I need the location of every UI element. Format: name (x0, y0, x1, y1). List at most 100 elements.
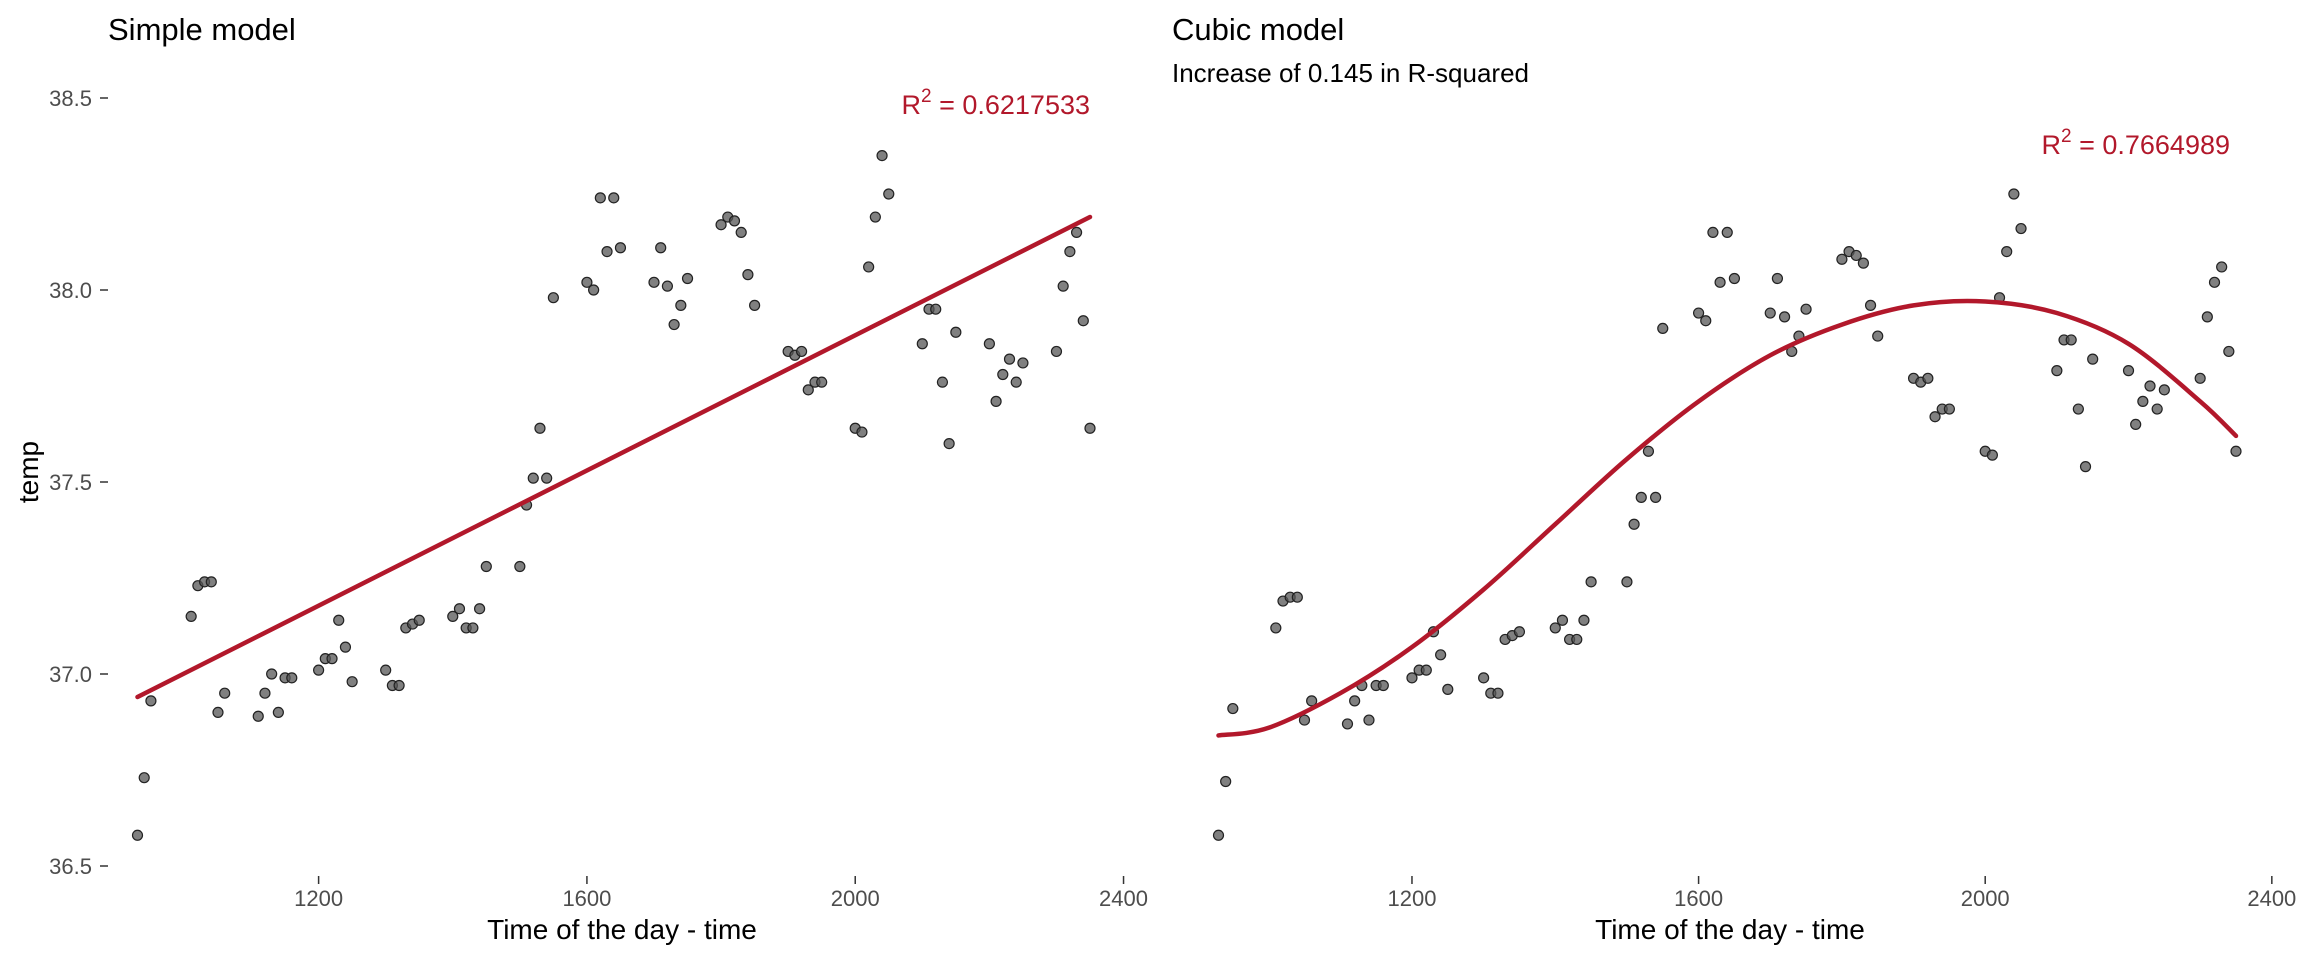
data-point (2130, 418, 2142, 430)
data-point (2201, 311, 2213, 323)
data-point (856, 426, 868, 438)
data-point (1943, 403, 1955, 415)
data-point (916, 338, 928, 350)
data-point (1728, 272, 1741, 285)
data-point (2230, 445, 2242, 457)
data-point (1003, 353, 1016, 365)
data-point (1270, 622, 1282, 634)
data-point (655, 242, 667, 254)
data-point (802, 384, 814, 396)
data-point (1291, 591, 1303, 603)
data-point (883, 188, 895, 200)
data-point (1657, 322, 1669, 334)
data-point (2151, 403, 2163, 415)
panel-title-cubic: Cubic model (1172, 12, 1344, 47)
regression-fit-line (135, 214, 1093, 700)
plot-panel-simple: 1200 1600 2000 2400 36.5 37.0 37.5 38.0 38.5 (49, 86, 1148, 911)
data-point (950, 326, 962, 338)
data-point (2087, 353, 2099, 365)
data-point (1220, 775, 1232, 788)
data-point (1556, 614, 1569, 626)
data-point (1010, 376, 1022, 388)
data-point (1836, 253, 1848, 265)
data-point (447, 610, 459, 623)
panel-title-simple: Simple model (108, 12, 296, 47)
data-point (876, 150, 888, 162)
y-tick-label: 38.0 (49, 278, 92, 303)
data-point (259, 687, 271, 699)
x-tick-label: 1200 (1387, 886, 1436, 911)
data-point (936, 376, 949, 388)
data-point (138, 772, 150, 784)
data-point (527, 472, 539, 484)
data-point (2137, 395, 2149, 407)
r-squared-annotation-simple: R2 = 0.6217533 (902, 86, 1090, 120)
data-point (1057, 280, 1069, 292)
panel-subtitle-cubic: Increase of 0.145 in R-squared (1172, 58, 1529, 88)
data-point (1435, 649, 1447, 661)
data-point (930, 303, 942, 315)
x-axis-title-cubic: Time of the day - time (1595, 914, 1865, 945)
y-tick-label: 37.0 (49, 662, 92, 687)
data-point (1492, 687, 1504, 699)
x-tick-label: 1200 (294, 886, 343, 911)
data-point (983, 338, 995, 350)
data-point (795, 345, 808, 358)
data-point (1406, 672, 1418, 684)
data-point (2144, 380, 2156, 392)
data-point (2158, 384, 2170, 396)
x-tick-label: 2000 (1961, 886, 2010, 911)
data-point (715, 219, 727, 231)
data-point (1872, 330, 1884, 342)
data-point (1635, 491, 1647, 503)
data-point (131, 829, 144, 841)
data-point (1341, 718, 1354, 730)
data-point (514, 560, 526, 573)
data-point (1628, 518, 1640, 530)
x-tick-label: 2000 (831, 886, 880, 911)
r-squared-value: = 0.7664989 (2072, 130, 2230, 160)
data-point (614, 242, 627, 254)
data-point (943, 438, 955, 450)
data-point (1649, 491, 1662, 503)
data-point (2079, 461, 2092, 473)
data-point (1050, 345, 1063, 358)
data-point (1642, 445, 1655, 457)
data-point (1084, 422, 1096, 434)
x-axis-title-simple: Time of the day - time (487, 914, 757, 945)
x-tick-label: 2400 (1099, 886, 1148, 911)
data-point (2122, 365, 2135, 377)
data-point (816, 376, 828, 388)
data-point (205, 576, 217, 588)
data-point (681, 272, 694, 285)
data-point (453, 603, 466, 615)
data-point (594, 192, 606, 204)
data-point (2072, 403, 2084, 415)
x-tick-label: 2400 (2247, 886, 2296, 911)
data-point (272, 706, 284, 719)
data-point (668, 318, 680, 331)
r-squared-annotation-cubic: R2 = 0.7664989 (2042, 126, 2230, 160)
data-point (1298, 714, 1311, 726)
data-point (648, 276, 660, 288)
data-point (869, 211, 881, 223)
data-point (1714, 276, 1726, 288)
data-point (219, 687, 231, 699)
data-point (661, 280, 674, 292)
data-point (467, 622, 479, 634)
data-point (1017, 357, 1029, 369)
data-point (1377, 679, 1389, 692)
data-point (1077, 315, 1089, 327)
data-point (1922, 372, 1934, 384)
r-superscript: 2 (2061, 126, 2072, 147)
data-point (393, 679, 405, 692)
data-point (547, 292, 559, 304)
data-point (380, 664, 392, 676)
data-point (1513, 626, 1526, 638)
data-point (2194, 372, 2206, 384)
data-point (1857, 257, 1869, 269)
data-point (1212, 829, 1225, 841)
data-point (1764, 307, 1776, 319)
data-point (541, 472, 553, 484)
